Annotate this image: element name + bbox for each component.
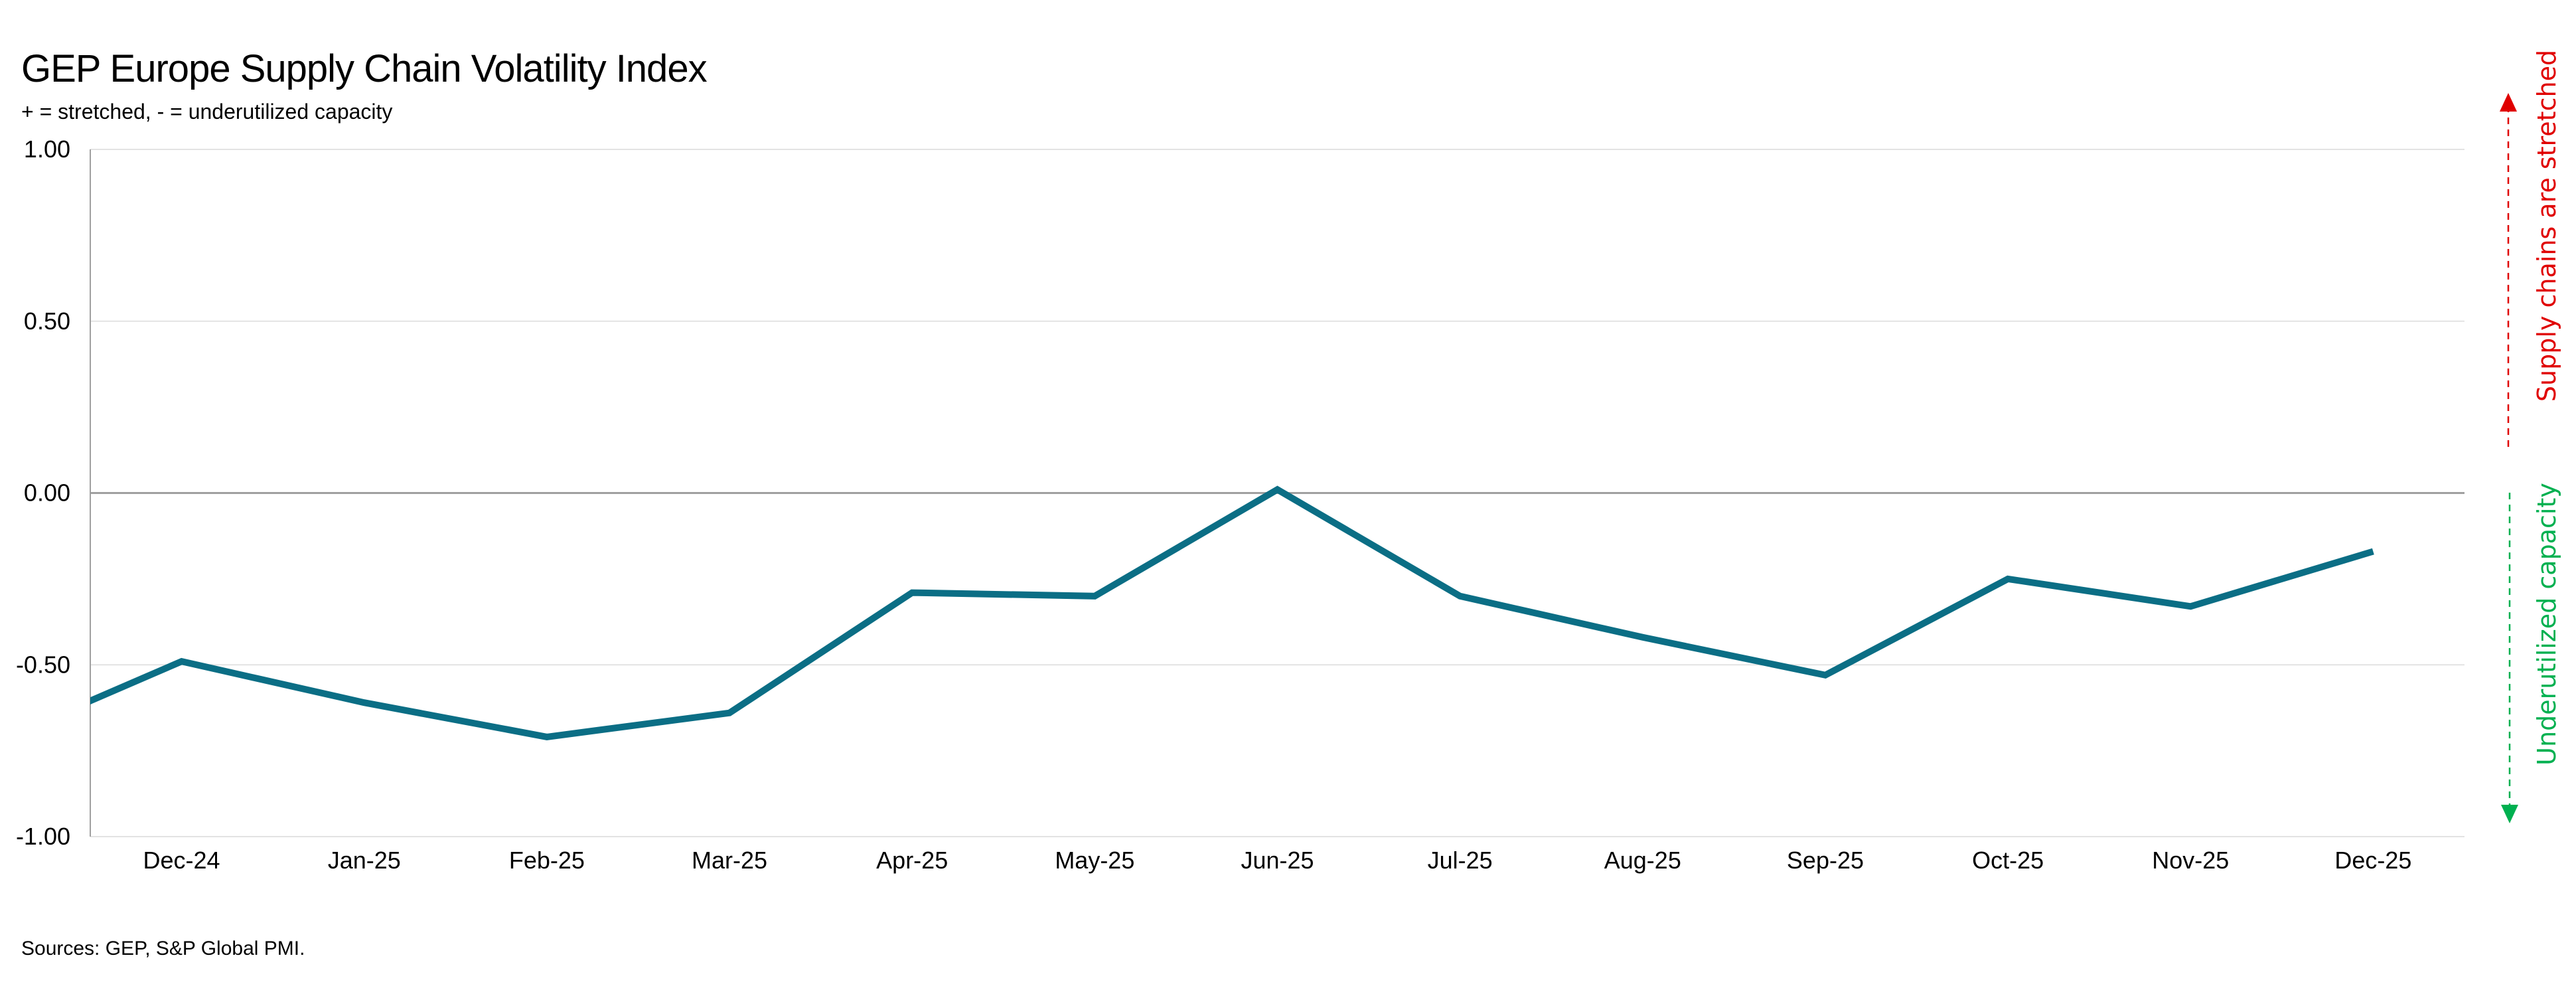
series xyxy=(90,485,2374,740)
x-tick-label: Mar-25 xyxy=(692,847,767,874)
chart-subtitle: + = stretched, - = underutilized capacit… xyxy=(21,100,393,124)
arrow-up-icon xyxy=(2500,93,2517,112)
y-tick-label: -1.00 xyxy=(16,823,70,850)
chart-title: GEP Europe Supply Chain Volatility Index xyxy=(21,47,708,90)
arrow-down-icon xyxy=(2501,805,2518,823)
x-tick-label: Apr-25 xyxy=(876,847,948,874)
y-tick-label: -0.50 xyxy=(16,651,70,678)
x-tick-label: Jul-25 xyxy=(1428,847,1493,874)
y-tick-labels: 1.00 0.50 0.00 -0.50 -1.00 xyxy=(16,135,70,850)
y-tick-label: 0.00 xyxy=(24,479,70,507)
gridlines xyxy=(90,149,2464,837)
y-tick-label: 0.50 xyxy=(24,307,70,335)
series-line xyxy=(90,485,2374,740)
x-tick-labels: Dec-24 Jan-25 Feb-25 Mar-25 Apr-25 May-25 Jun-… xyxy=(143,847,2412,874)
x-tick-label: Dec-24 xyxy=(143,847,220,874)
x-tick-label: Oct-25 xyxy=(1972,847,2044,874)
chart-source: Sources: GEP, S&P Global PMI. xyxy=(21,938,305,959)
x-tick-label: May-25 xyxy=(1055,847,1134,874)
y-tick-label: 1.00 xyxy=(24,135,70,163)
x-tick-label: Sep-25 xyxy=(1787,847,1864,874)
x-tick-label: Dec-25 xyxy=(2334,847,2411,874)
x-tick-label: Aug-25 xyxy=(1604,847,1681,874)
underutilized-label: Underutilized capacity xyxy=(2532,483,2561,766)
x-tick-label: Nov-25 xyxy=(2152,847,2229,874)
stretched-label: Supply chains are stretched xyxy=(2532,50,2561,402)
x-tick-label: Jun-25 xyxy=(1241,847,1314,874)
annotations: Supply chains are stretched Underutilized… xyxy=(2500,50,2561,823)
x-tick-label: Feb-25 xyxy=(509,847,585,874)
x-tick-label: Jan-25 xyxy=(328,847,401,874)
